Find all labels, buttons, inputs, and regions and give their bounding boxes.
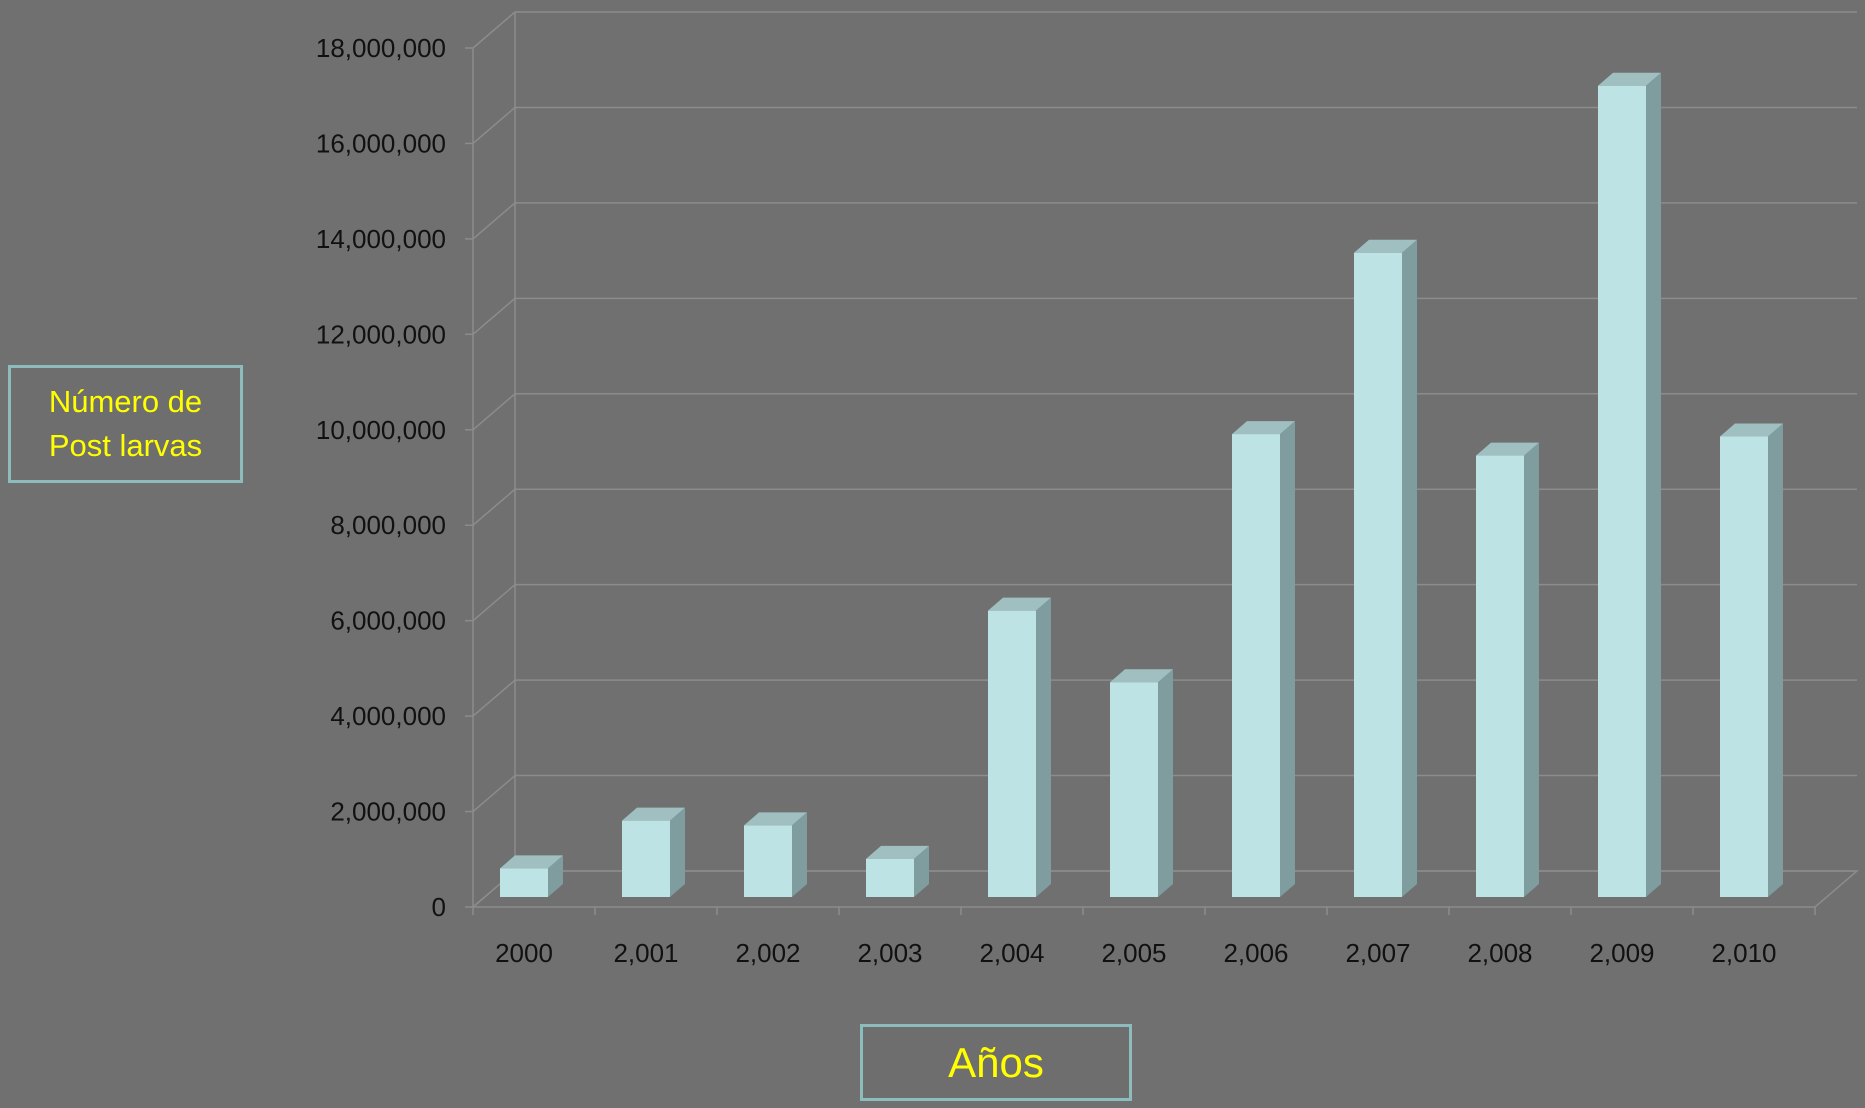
- bar-front: [1232, 434, 1280, 897]
- bar-front: [500, 868, 548, 897]
- bar: [1598, 72, 1661, 897]
- bar-front: [1598, 85, 1646, 897]
- x-tick-label: 2,004: [979, 938, 1044, 968]
- bar-front: [1110, 682, 1158, 897]
- y-tick-label: 12,000,000: [316, 319, 446, 349]
- bar-side: [670, 807, 685, 897]
- bar-side: [1646, 72, 1661, 897]
- y-tick-label: 8,000,000: [330, 510, 446, 540]
- y-tick-label: 10,000,000: [316, 415, 446, 445]
- bar-top: [1232, 421, 1295, 435]
- bar-front: [1354, 252, 1402, 897]
- bar: [1720, 423, 1783, 897]
- x-tick-label: 2,005: [1101, 938, 1166, 968]
- gridline-depth: [472, 202, 516, 240]
- x-tick-label: 2,002: [735, 938, 800, 968]
- x-tick-label: 2000: [495, 938, 553, 968]
- x-tick-label: 2,001: [613, 938, 678, 968]
- bar-side: [1524, 442, 1539, 897]
- bar-top: [1720, 423, 1783, 437]
- bar-front: [866, 858, 914, 897]
- y-axis-title-line-1: Número de: [48, 384, 203, 419]
- bar-side: [1036, 597, 1051, 897]
- x-tick-label: 2,010: [1711, 938, 1776, 968]
- x-axis-title-text: Años: [948, 1038, 1044, 1086]
- bar-front: [988, 610, 1036, 897]
- bar-top: [1354, 239, 1417, 253]
- gridline-depth: [472, 297, 516, 335]
- gridline-depth: [472, 584, 516, 622]
- x-tick-label: 2,007: [1345, 938, 1410, 968]
- x-tick-label: 2,003: [857, 938, 922, 968]
- x-tick-label: 2,006: [1223, 938, 1288, 968]
- bar-top: [988, 597, 1051, 611]
- bar-front: [1476, 455, 1524, 897]
- bar-side: [1158, 669, 1173, 897]
- y-tick-label: 18,000,000: [316, 33, 446, 63]
- bar-side: [1402, 239, 1417, 897]
- bar-top: [1598, 72, 1661, 86]
- gridline-depth: [472, 393, 516, 431]
- bar: [1354, 239, 1417, 897]
- bar-side: [914, 845, 929, 897]
- bar-front: [622, 820, 670, 897]
- x-tick-label: 2,008: [1467, 938, 1532, 968]
- y-tick-label: 6,000,000: [330, 606, 446, 636]
- bar-top: [866, 845, 929, 859]
- bar-top: [500, 855, 563, 869]
- bar-top: [744, 812, 807, 826]
- x-tick-label: 2,009: [1589, 938, 1654, 968]
- bar: [1476, 442, 1539, 897]
- bar: [500, 855, 563, 897]
- bar-side: [1280, 421, 1295, 897]
- bar-top: [622, 807, 685, 821]
- bar-top: [1476, 442, 1539, 456]
- y-tick-label: 0: [432, 892, 446, 922]
- bar: [866, 845, 929, 897]
- y-tick-label: 14,000,000: [316, 224, 446, 254]
- bar-front: [1720, 436, 1768, 897]
- y-tick-label: 4,000,000: [330, 701, 446, 731]
- bar-side: [792, 812, 807, 897]
- gridline-depth: [472, 774, 516, 813]
- gridline-depth: [472, 11, 516, 49]
- bar-top: [1110, 669, 1173, 683]
- bar: [988, 597, 1051, 897]
- x-axis-title: Años: [860, 1024, 1132, 1101]
- gridline-depth: [472, 488, 516, 526]
- gridline-depth: [472, 679, 516, 717]
- bar-side: [548, 855, 563, 897]
- y-tick-label: 2,000,000: [330, 797, 446, 827]
- bar: [1232, 421, 1295, 897]
- bar: [744, 812, 807, 897]
- bar: [622, 807, 685, 897]
- bar-front: [744, 825, 792, 897]
- y-tick-label: 16,000,000: [316, 128, 446, 158]
- y-axis-title-line-2: Post larvas: [48, 428, 203, 463]
- y-axis-title: Número de Post larvas: [8, 365, 243, 483]
- gridline-depth: [472, 106, 516, 145]
- bar: [1110, 669, 1173, 897]
- bar-side: [1768, 423, 1783, 897]
